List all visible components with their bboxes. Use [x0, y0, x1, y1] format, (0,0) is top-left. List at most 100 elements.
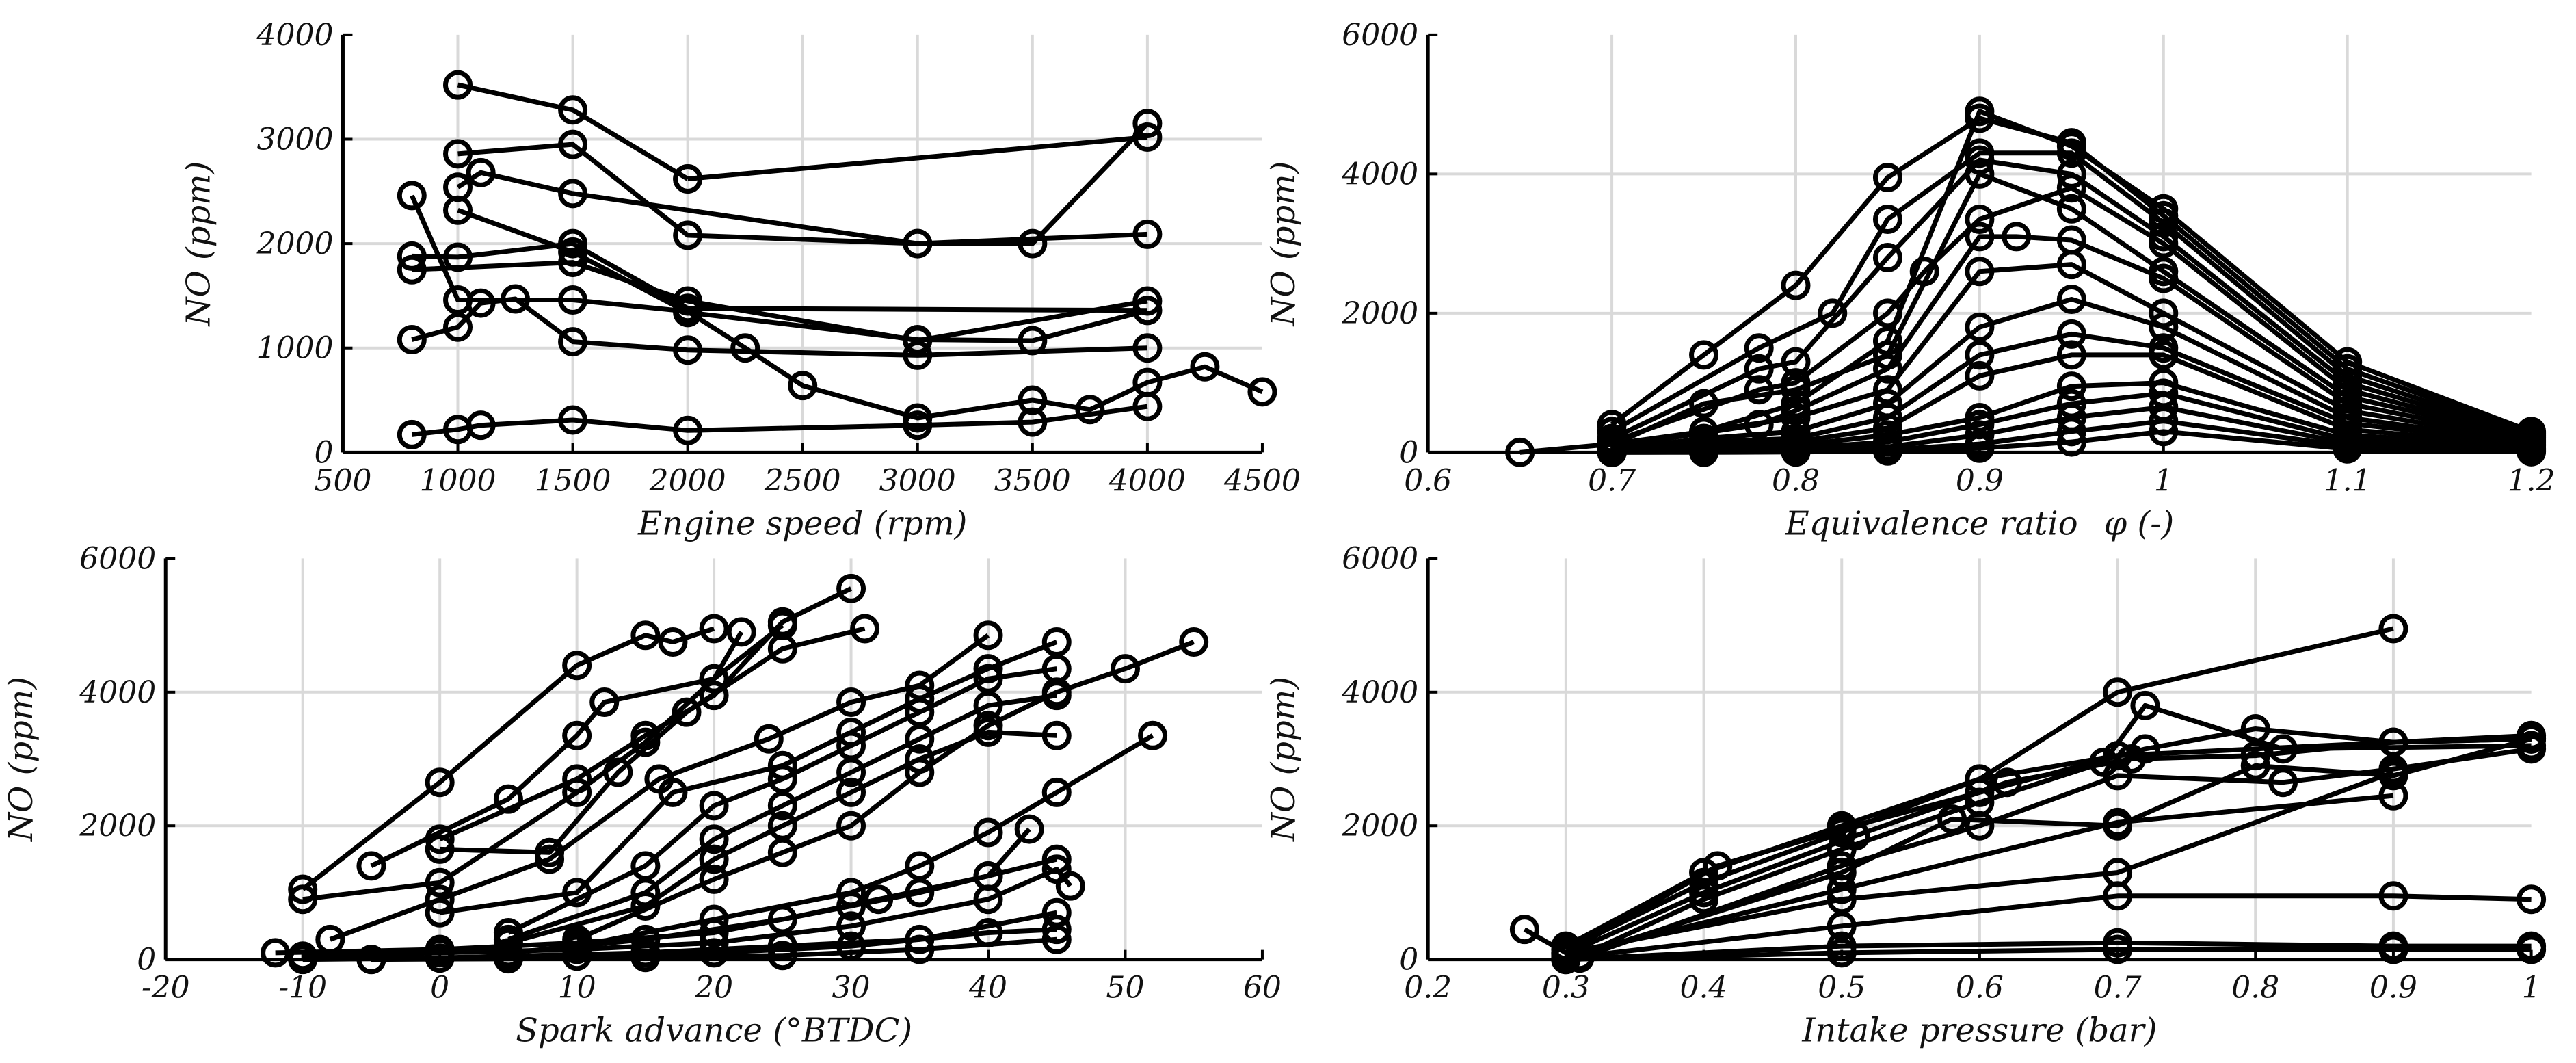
- chart-3-series-14-point: [905, 878, 935, 908]
- chart-3-series-10-point: [630, 891, 661, 921]
- chart-2-series-line-11: [1611, 352, 2532, 454]
- chart-2-series-10-point: [2056, 319, 2086, 349]
- chart-3-series-17-point: [699, 938, 729, 968]
- chart-4-y-tick-label: 4000: [1341, 675, 1418, 710]
- chart-3-x-tick-label: 0: [430, 971, 449, 1006]
- chart-1-series-9-point: [903, 340, 933, 370]
- chart-2-y-tick-label: 2000: [1341, 296, 1418, 331]
- chart-1-x-tick-label: 1500: [535, 463, 611, 498]
- chart-4-series-line-6: [1578, 746, 2532, 961]
- chart-1-series-6-point: [673, 286, 703, 316]
- chart-4-x-tick-label: 0.8: [2231, 971, 2279, 1006]
- chart-1-series-6-point: [397, 254, 427, 285]
- chart-2-series-6-point: [1689, 389, 1719, 419]
- chart-1-series-7-point: [1018, 385, 1048, 415]
- chart-1-series-line-2: [687, 134, 1148, 181]
- chart-4-series-line-8: [1565, 793, 2394, 959]
- chart-2-series-6-point: [1872, 340, 1902, 370]
- chart-4-series-5-point: [1689, 884, 1719, 915]
- chart-2-series-2-point: [1781, 270, 1811, 300]
- chart-2-series-2-point: [1872, 162, 1902, 192]
- chart-3-series-2-point: [562, 720, 592, 750]
- chart-2-series-3-point: [2056, 138, 2086, 168]
- chart-2-x-tick-label: 0.8: [1772, 463, 1820, 498]
- chart-4-series-7-point: [1937, 804, 1967, 834]
- chart-4-series-10-point: [2378, 881, 2408, 911]
- chart-1-series-8-point: [1018, 326, 1048, 356]
- chart-3-x-axis-label: Spark advance (°BTDC): [516, 1012, 912, 1050]
- chart-1-series-10-point: [903, 410, 933, 441]
- chart-2-series-11-point: [2056, 340, 2086, 370]
- chart-1-series-4-point: [466, 157, 496, 187]
- chart-3-series-14-point: [699, 918, 729, 948]
- chart-1-series-10-point: [397, 419, 427, 449]
- chart-4-series-3-point: [1703, 851, 1733, 881]
- chart-3-series-11-point: [699, 864, 729, 894]
- chart-4-series-8-point: [1827, 874, 1857, 904]
- chart-4-series-12-point: [2378, 934, 2408, 964]
- chart-4-x-tick-label: 1: [2522, 971, 2541, 1006]
- chart-1-series-7-point: [788, 371, 818, 401]
- chart-1-y-tick-label: 4000: [256, 18, 333, 53]
- chart-3-series-4-point: [850, 614, 880, 644]
- chart-2-series-8-point: [2149, 298, 2179, 328]
- chart-3-series-10-point: [1041, 720, 1072, 750]
- chart-2-series-4-point: [1744, 354, 1774, 384]
- chart-2-series-11-point: [1965, 360, 1995, 391]
- chart-3-series-17-point: [1041, 915, 1072, 945]
- chart-3-y-tick-label: 0: [137, 943, 156, 977]
- chart-3-series-7-point: [973, 654, 1003, 684]
- chart-3-series-3-point: [562, 764, 592, 794]
- chart-3-series-11-point: [836, 811, 866, 841]
- chart-3-series-15-point: [836, 911, 866, 941]
- chart-2-series-9-point: [2056, 285, 2086, 315]
- chart-3-series-5-point: [767, 610, 797, 640]
- chart-3-series-11-point: [1179, 627, 1209, 657]
- chart-3-series-1-point: [288, 874, 318, 904]
- chart-2-series-4-point: [1872, 242, 1902, 272]
- chart-2-series-15-point: [2149, 406, 2179, 436]
- chart-1-y-tick-label: 0: [314, 435, 333, 470]
- chart-1-series-8-point: [443, 195, 473, 225]
- chart-3-series-18-point: [767, 941, 797, 971]
- chart-3-series-9-point: [836, 757, 866, 787]
- chart-4-series-line-10: [1565, 893, 2532, 961]
- chart-3-series-5-point: [699, 664, 729, 694]
- chart-3-series-16-point: [767, 931, 797, 961]
- chart-1-series-10-point: [673, 415, 703, 445]
- chart-3-series-12-point: [973, 817, 1003, 848]
- chart-1-series-5-point: [443, 242, 473, 272]
- chart-3-x-tick-label: 20: [694, 971, 733, 1006]
- chart-3-series-1-point: [658, 627, 688, 657]
- chart-2-series-16-point: [1597, 437, 1627, 467]
- chart-2-series-5-point: [2149, 228, 2179, 259]
- chart-4-series-3-point: [1965, 777, 1995, 807]
- chart-3-series-17-point: [562, 941, 592, 971]
- chart-2-series-14-point: [1965, 420, 1995, 450]
- chart-3-series-7-point: [658, 777, 688, 807]
- chart-2-series-line-9: [1611, 297, 2532, 452]
- chart-1-series-6-point: [558, 248, 588, 278]
- chart-3-x-tick-label: 60: [1243, 971, 1282, 1006]
- chart-3-series-17-point: [973, 918, 1003, 948]
- chart-1-series-10-point: [1018, 407, 1048, 437]
- chart-1-y-tick-label: 3000: [256, 122, 333, 157]
- chart-2-series-5-point: [2056, 173, 2086, 203]
- chart-3-series-11-point: [767, 837, 797, 867]
- chart-3-series-15-point: [699, 928, 729, 958]
- chart-2-series-16-point: [2149, 417, 2179, 447]
- chart-1-y-axis-label: NO (ppm): [179, 161, 217, 327]
- chart-1-x-tick-label: 2000: [649, 463, 726, 498]
- chart-2-series-5-point: [1965, 204, 1995, 234]
- chart-2-series-3-point: [2149, 208, 2179, 238]
- chart-2-series-11-point: [2149, 340, 2179, 370]
- chart-3-series-12-point: [1041, 777, 1072, 807]
- chart-3-y-tick-label: 2000: [79, 809, 156, 843]
- chart-2-series-3-point: [1818, 298, 1848, 328]
- chart-4-series-6-point: [2103, 761, 2133, 791]
- chart-1-series-line-1: [457, 82, 689, 181]
- chart-1-series-5-point: [397, 241, 427, 271]
- chart-3-series-14-point: [836, 891, 866, 921]
- chart-2-series-7-point: [1965, 222, 1995, 252]
